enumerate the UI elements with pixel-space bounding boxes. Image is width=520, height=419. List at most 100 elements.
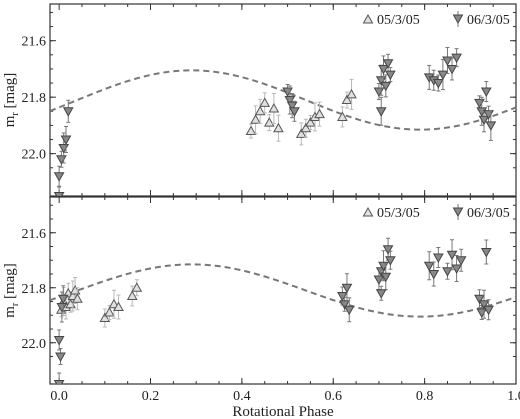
- data-point-down: [437, 70, 449, 81]
- data-point-down: [53, 380, 65, 384]
- data-point-down: [57, 294, 69, 305]
- y-tick-label: 21.8: [22, 91, 47, 106]
- data-point-up: [314, 108, 325, 119]
- data-point-down: [478, 300, 490, 310]
- data-point-up: [104, 306, 115, 317]
- x-tick-label: 0.0: [50, 389, 68, 404]
- data-point-down: [485, 121, 497, 131]
- data-point-down: [53, 192, 65, 196]
- data-point-down: [451, 264, 462, 275]
- data-point-up: [273, 122, 284, 133]
- x-tick-label: 0.8: [416, 389, 434, 404]
- data-point-up: [263, 117, 275, 127]
- data-point-up: [337, 111, 348, 121]
- data-point-up: [126, 290, 138, 300]
- data-point-up: [99, 312, 111, 322]
- series-triangle-down: [53, 46, 497, 196]
- plot-frame: [49, 196, 517, 385]
- data-point-down: [480, 87, 492, 98]
- data-point-down: [341, 283, 353, 294]
- panel-2: 0.0 0.2 0.4 0.6 0.8 1.0 21.6 21.8 22.0 mr [mag] Ro…: [2, 196, 520, 419]
- data-point-down: [483, 305, 494, 316]
- data-point-up: [72, 293, 83, 303]
- y-axis-unit: [mag]: [2, 73, 18, 113]
- data-point-down: [339, 300, 351, 310]
- series-triangle-down: [53, 237, 494, 384]
- plot-area: [50, 46, 516, 196]
- data-point-down: [474, 294, 485, 305]
- legend: 05/3/05 06/3/05: [362, 204, 510, 221]
- y-tick-label: 22.0: [22, 337, 47, 352]
- data-point-up: [245, 125, 257, 136]
- data-point-up: [268, 102, 280, 113]
- data-point-down: [455, 256, 467, 266]
- data-point-down: [289, 107, 300, 117]
- data-point-down: [62, 107, 74, 117]
- series-triangle-up: [56, 277, 143, 328]
- data-point-down: [442, 267, 453, 277]
- data-point-down: [56, 303, 68, 313]
- data-point-down: [451, 53, 462, 64]
- y-axis-title: mr [mag]: [2, 263, 21, 318]
- y-axis-unit: [mag]: [2, 263, 18, 303]
- data-point-down: [375, 107, 387, 117]
- data-point-down: [380, 272, 392, 283]
- data-point-up: [305, 117, 316, 127]
- data-point-down: [55, 352, 66, 363]
- legend-label: 06/3/05: [467, 206, 510, 221]
- legend-marker-up: [362, 206, 374, 217]
- legend-marker-down: [452, 207, 464, 218]
- data-point-down: [476, 308, 488, 319]
- y-axis-subscript: r: [10, 112, 21, 116]
- data-point-down: [432, 79, 444, 89]
- y-axis-symbol: m: [2, 115, 18, 127]
- data-point-up: [254, 105, 266, 116]
- data-point-down: [375, 289, 387, 299]
- data-point-up: [295, 128, 307, 138]
- plot-area: [50, 237, 516, 384]
- data-point-up: [346, 88, 357, 99]
- data-point-up: [113, 301, 124, 311]
- legend: 05/3/05 06/3/05: [362, 11, 510, 28]
- legend-label: 05/3/05: [377, 13, 420, 28]
- data-point-down: [428, 270, 440, 280]
- data-point-down: [446, 64, 458, 75]
- data-point-down: [378, 64, 389, 75]
- x-tick-label: 0.2: [142, 389, 160, 404]
- x-tick-label: 1.0: [507, 389, 520, 404]
- data-point-down: [480, 248, 492, 258]
- data-point-down: [478, 115, 490, 126]
- data-point-down: [337, 292, 348, 302]
- data-point-down: [343, 305, 355, 316]
- plot-frame: [49, 3, 517, 197]
- y-tick-label: 22.0: [22, 148, 47, 163]
- panel-1: 21.6 21.8 22.0 mr [mag] 05/3/05 06/3/05: [2, 3, 517, 197]
- data-point-down: [442, 56, 453, 66]
- data-point-up: [250, 114, 261, 124]
- y-tick-label: 21.8: [22, 282, 47, 297]
- y-axis-symbol: m: [2, 306, 18, 318]
- data-point-down: [385, 256, 396, 266]
- data-point-up: [259, 97, 271, 107]
- data-point-down: [380, 81, 392, 92]
- model-curve: [50, 69, 516, 131]
- data-point-down: [474, 98, 485, 109]
- data-point-up: [300, 122, 312, 133]
- data-point-down: [432, 253, 444, 264]
- y-axis-subscript: r: [10, 302, 21, 306]
- y-tick-label: 21.6: [22, 227, 47, 242]
- y-axis-title: mr [mag]: [2, 73, 21, 128]
- x-tick-label: 0.4: [233, 389, 251, 404]
- model-curve: [50, 263, 516, 318]
- legend-label: 05/3/05: [377, 206, 420, 221]
- data-point-down: [60, 135, 72, 146]
- legend-marker-down: [452, 14, 464, 25]
- data-point-down: [53, 172, 65, 182]
- data-point-down: [53, 336, 65, 346]
- x-tick-label: 0.6: [325, 389, 343, 404]
- series-triangle-up: [245, 78, 357, 146]
- y-tick-label: 21.6: [22, 35, 47, 50]
- legend-marker-up: [362, 13, 374, 24]
- data-point-down: [382, 245, 394, 255]
